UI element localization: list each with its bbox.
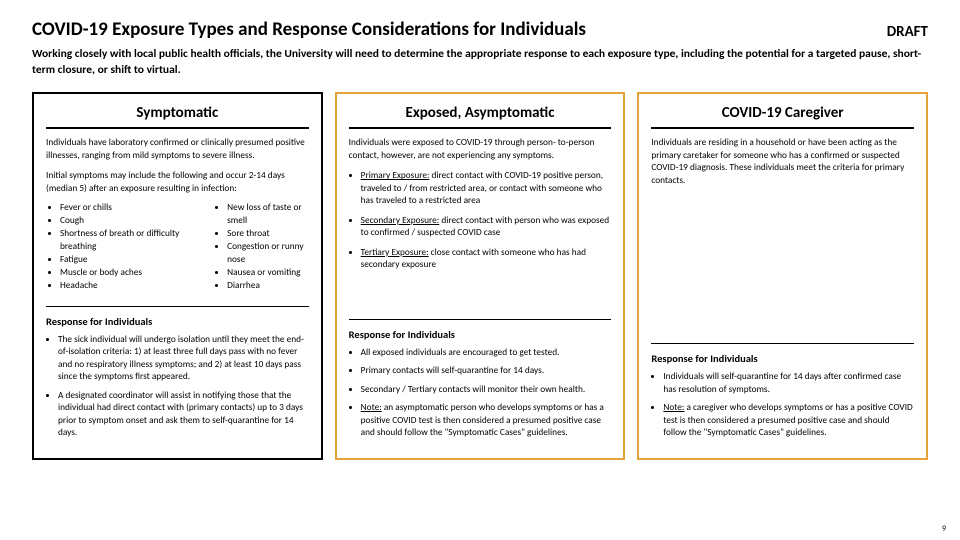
- col2-response-list: All exposed individuals are encouraged t…: [349, 347, 612, 446]
- column-exposed: Exposed, Asymptomatic Individuals were e…: [335, 92, 626, 460]
- response-note: Note: an asymptomatic person who develop…: [361, 402, 612, 440]
- symptom-item: Fatigue: [60, 253, 193, 266]
- subtitle: Working closely with local public health…: [32, 47, 928, 78]
- page-title: COVID-19 Exposure Types and Response Con…: [32, 18, 586, 41]
- symptom-list-left: Fever or chillsCoughShortness of breath …: [46, 201, 193, 292]
- exposure-list: Primary Exposure: direct contact with CO…: [349, 170, 612, 279]
- symptom-item: Congestion or runny nose: [227, 240, 309, 266]
- symptom-item: Shortness of breath or difficulty breath…: [60, 227, 193, 253]
- col3-response-header: Response for Individuals: [651, 343, 914, 365]
- response-item: The sick individual will undergo isolati…: [58, 334, 309, 384]
- symptom-item: Sore throat: [227, 227, 309, 240]
- exposure-item: Tertiary Exposure: close contact with so…: [361, 247, 612, 272]
- header-row: COVID-19 Exposure Types and Response Con…: [32, 18, 928, 41]
- response-item: Individuals will self-quarantine for 14 …: [663, 371, 914, 396]
- symptom-item: Cough: [60, 214, 193, 227]
- symptom-lists: Fever or chillsCoughShortness of breath …: [46, 201, 309, 292]
- response-note: Note: a caregiver who develops symptoms …: [663, 402, 914, 440]
- draft-badge: DRAFT: [887, 23, 928, 41]
- symptom-item: Diarrhea: [227, 279, 309, 292]
- col1-desc: Individuals have laboratory confirmed or…: [46, 137, 309, 162]
- col3-desc: Individuals are residing in a household …: [651, 137, 914, 187]
- col3-response-list: Individuals will self-quarantine for 14 …: [651, 371, 914, 446]
- col2-response-header: Response for Individuals: [349, 319, 612, 341]
- exposure-item: Primary Exposure: direct contact with CO…: [361, 170, 612, 208]
- symptom-item: Fever or chills: [60, 201, 193, 214]
- page-number: 9: [942, 524, 946, 534]
- symptom-item: Headache: [60, 279, 193, 292]
- response-item: Primary contacts will self-quarantine fo…: [361, 365, 612, 378]
- symptom-list-right: New loss of taste or smellSore throatCon…: [213, 201, 309, 292]
- col1-response-header: Response for Individuals: [46, 306, 309, 328]
- columns-container: Symptomatic Individuals have laboratory …: [32, 92, 928, 460]
- response-item: A designated coordinator will assist in …: [58, 390, 309, 440]
- column-symptomatic: Symptomatic Individuals have laboratory …: [32, 92, 323, 460]
- response-item: All exposed individuals are encouraged t…: [361, 347, 612, 360]
- symptom-item: Muscle or body aches: [60, 266, 193, 279]
- col1-response-list: The sick individual will undergo isolati…: [46, 334, 309, 446]
- col1-sub: Initial symptoms may include the followi…: [46, 170, 309, 195]
- response-item: Secondary / Tertiary contacts will monit…: [361, 384, 612, 397]
- symptom-item: New loss of taste or smell: [227, 201, 309, 227]
- column-caregiver: COVID-19 Caregiver Individuals are resid…: [637, 92, 928, 460]
- col2-desc: Individuals were exposed to COVID-19 thr…: [349, 137, 612, 162]
- col3-title: COVID-19 Caregiver: [651, 104, 914, 129]
- exposure-item: Secondary Exposure: direct contact with …: [361, 215, 612, 240]
- col2-title: Exposed, Asymptomatic: [349, 104, 612, 129]
- col1-title: Symptomatic: [46, 104, 309, 129]
- symptom-item: Nausea or vomiting: [227, 266, 309, 279]
